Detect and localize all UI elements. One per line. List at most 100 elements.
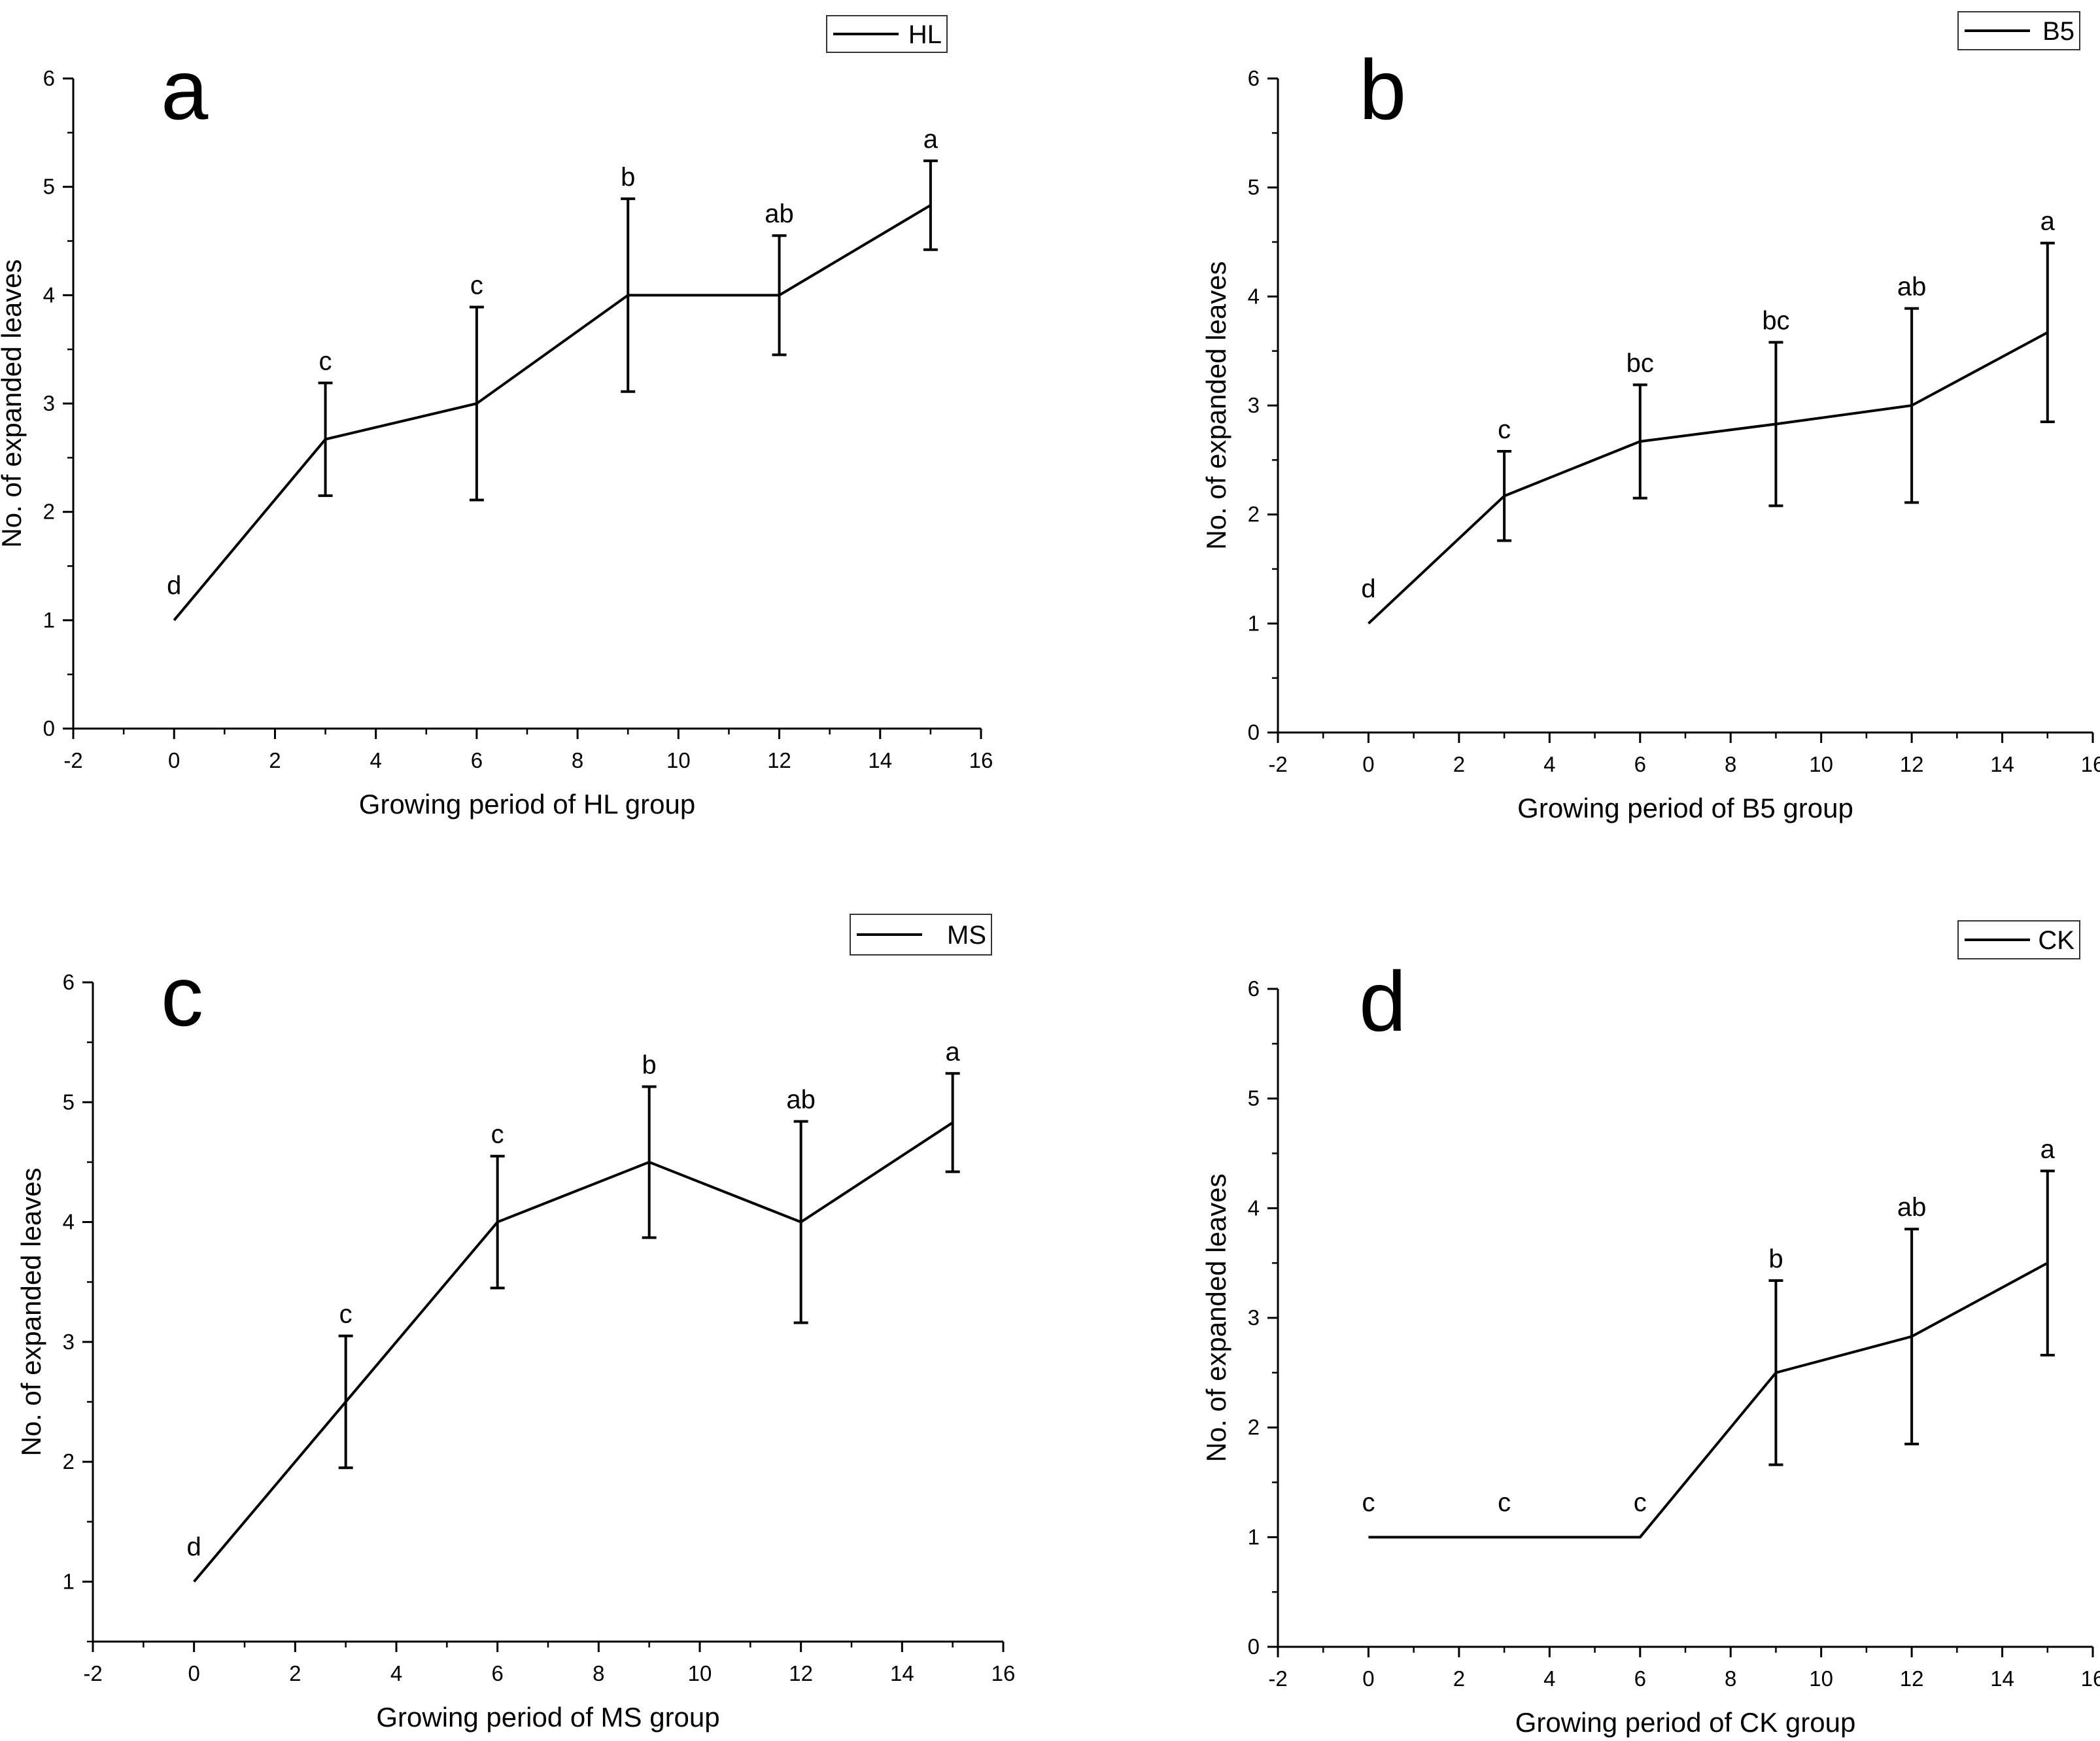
y-tick-label: 3 [43,391,55,415]
significance-letter: ab [1897,273,1927,302]
x-tick-label: 2 [289,1661,301,1685]
y-tick-label: 1 [1248,1525,1260,1549]
series-line-HL [173,204,931,621]
y-tick-label: 6 [1248,976,1260,1001]
y-tick-label: 5 [43,175,55,199]
y-tick-label: 4 [1248,1196,1260,1220]
significance-letter: d [167,571,181,600]
significance-letter: c [1362,1488,1375,1517]
x-axis-title: Growing period of B5 group [1517,793,1853,823]
legend-label: B5 [2042,17,2074,46]
significance-letter: d [1361,574,1375,603]
y-tick-label: 2 [1248,502,1260,526]
significance-letter: c [1634,1488,1647,1517]
significance-letter: c [470,271,483,300]
x-tick-label: 16 [969,748,993,772]
x-tick-label: 2 [269,748,281,772]
x-tick-label: 12 [1900,752,1924,776]
x-axis-title: Growing period of CK group [1515,1707,1856,1738]
y-tick-label: 1 [63,1569,75,1593]
x-tick-label: 0 [188,1661,199,1685]
x-tick-label: 16 [2081,1666,2100,1691]
x-axis-title: Growing period of MS group [376,1702,719,1732]
x-tick-label: 12 [789,1661,813,1685]
x-tick-label: 2 [1453,752,1465,776]
x-tick-label: 0 [168,748,180,772]
x-tick-label: 10 [688,1661,712,1685]
significance-letter: a [2040,207,2056,236]
panel-letter: d [1359,954,1406,1049]
y-tick-label: 6 [63,970,75,994]
y-tick-label: 6 [43,66,55,90]
y-axis-title: No. of expanded leaves [0,259,27,547]
x-tick-label: 10 [666,748,691,772]
significance-letter: c [319,347,332,376]
legend-label: HL [908,20,942,49]
significance-letter: b [621,163,635,192]
y-tick-label: 6 [1248,66,1260,90]
x-tick-label: 4 [370,748,381,772]
y-tick-label: 4 [63,1210,75,1234]
x-axis-title: Growing period of HL group [359,789,695,819]
x-tick-label: 10 [1809,1666,1833,1691]
x-tick-label: 14 [1990,752,2014,776]
x-tick-label: 12 [767,748,791,772]
x-tick-label: 0 [1362,1666,1374,1691]
y-tick-label: 3 [63,1330,75,1354]
y-tick-label: 3 [1248,393,1260,417]
x-tick-label: -2 [63,748,82,772]
y-tick-label: 5 [1248,1086,1260,1111]
y-axis-title: No. of expanded leaves [1201,1173,1231,1462]
significance-letter: bc [1627,349,1654,377]
x-tick-label: 4 [1543,752,1555,776]
x-tick-label: 6 [1634,1666,1646,1691]
x-tick-label: 6 [1634,752,1646,776]
x-tick-label: 16 [2081,752,2100,776]
significance-letter: ab [1897,1193,1927,1222]
x-tick-label: 8 [572,748,583,772]
x-tick-label: 10 [1809,752,1833,776]
significance-letter: a [2040,1135,2056,1164]
x-tick-label: 14 [890,1661,914,1685]
series-line-B5 [1368,331,2048,625]
x-tick-label: 16 [991,1661,1016,1685]
significance-letter: a [946,1037,961,1066]
y-tick-label: 2 [1248,1415,1260,1439]
y-axis-title: No. of expanded leaves [1201,261,1231,549]
x-tick-label: 2 [1453,1666,1465,1691]
x-tick-label: -2 [83,1661,102,1685]
significance-letter: bc [1762,306,1789,335]
y-tick-label: 2 [63,1449,75,1474]
significance-letter: ab [786,1086,816,1114]
y-tick-label: 4 [43,283,55,307]
x-tick-label: 6 [491,1661,503,1685]
series-line-MS [193,1121,954,1583]
significance-letter: d [187,1532,201,1561]
x-tick-label: 8 [1725,752,1736,776]
panel-letter: c [161,948,203,1044]
significance-letter: c [491,1120,504,1149]
significance-letter: ab [765,199,794,228]
x-tick-label: 14 [1990,1666,2014,1691]
x-tick-label: 6 [471,748,483,772]
y-axis-title: No. of expanded leaves [16,1167,46,1456]
significance-letter: c [339,1300,353,1329]
x-tick-label: 8 [1725,1666,1736,1691]
x-tick-label: 4 [1543,1666,1555,1691]
x-tick-label: 12 [1900,1666,1924,1691]
x-tick-label: 4 [390,1661,402,1685]
x-tick-label: 14 [868,748,892,772]
panel-letter: a [161,42,209,137]
legend-label: MS [947,921,986,950]
panel-letter: b [1359,42,1406,137]
significance-letter: b [1768,1245,1783,1273]
y-tick-label: 3 [1248,1305,1260,1330]
significance-letter: c [1498,1488,1511,1517]
significance-letter: a [923,125,938,154]
y-tick-label: 1 [1248,611,1260,635]
y-tick-label: 0 [1248,720,1260,744]
